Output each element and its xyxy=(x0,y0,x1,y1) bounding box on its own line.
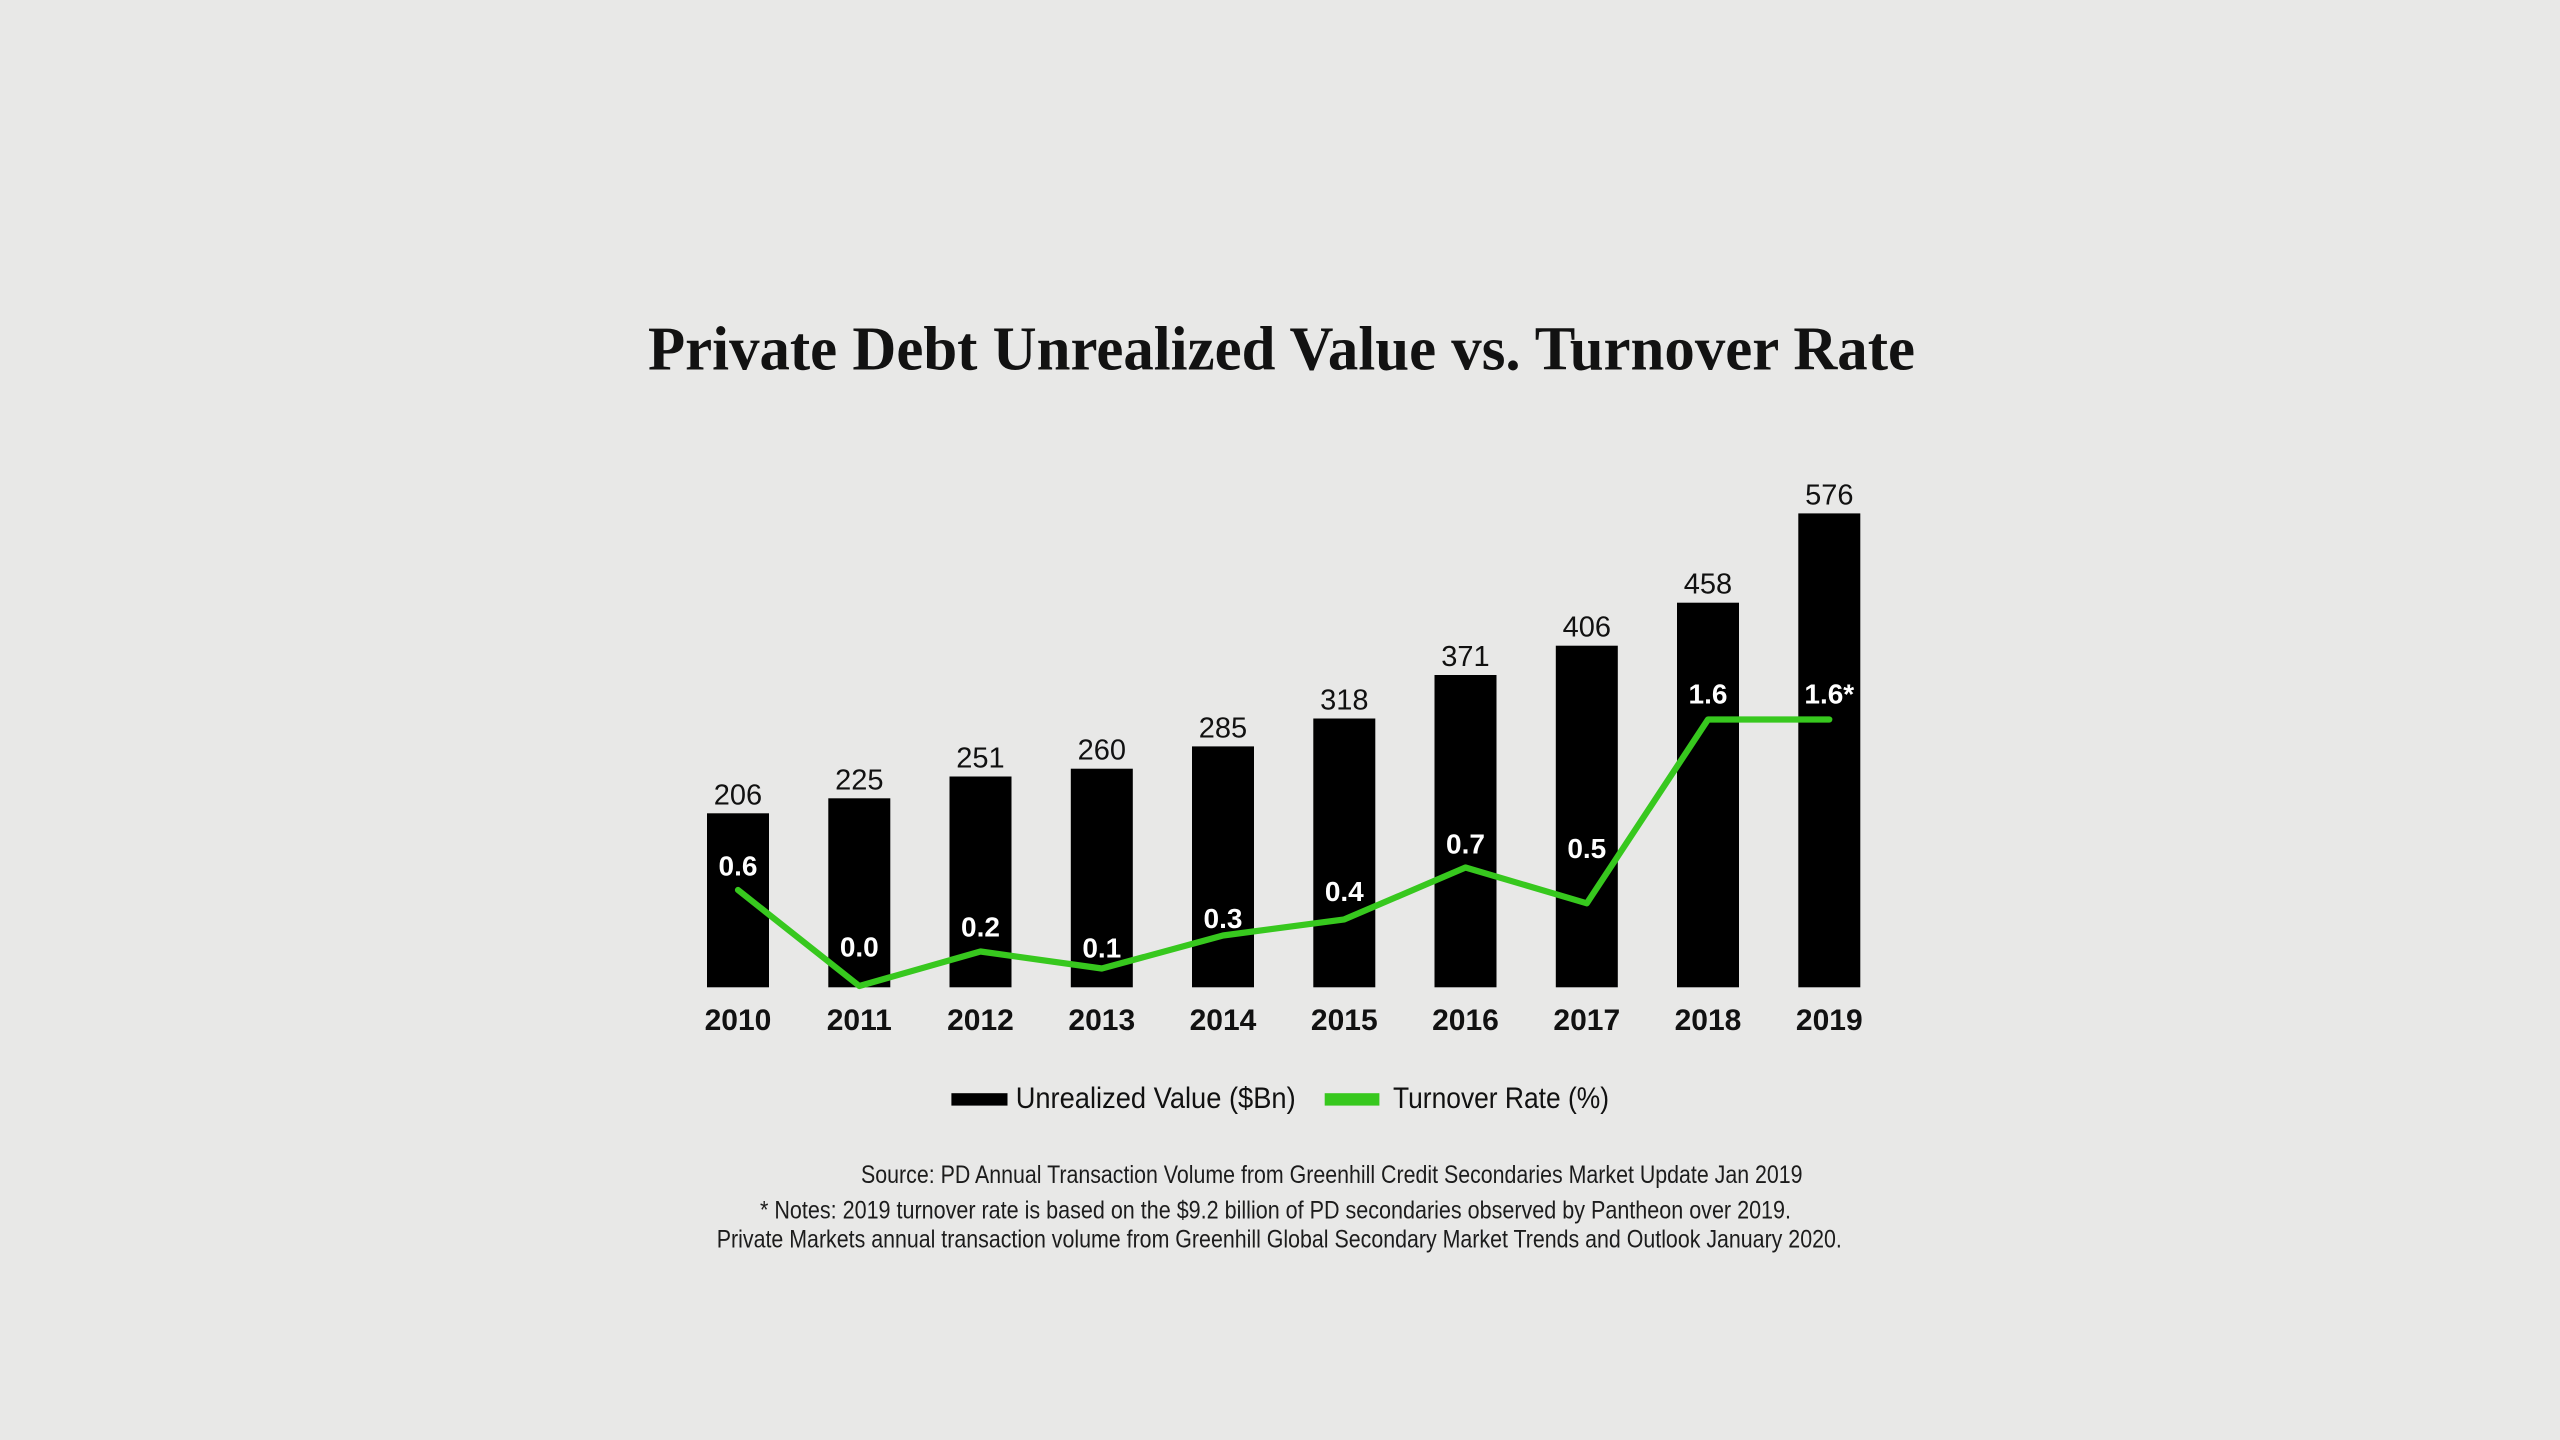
svg-text:2010: 2010 xyxy=(705,1004,772,1037)
svg-text:Private Markets annual transac: Private Markets annual transaction volum… xyxy=(717,1226,1842,1254)
svg-text:2011: 2011 xyxy=(827,1004,892,1037)
svg-text:2016: 2016 xyxy=(1432,1004,1499,1037)
svg-text:0.1: 0.1 xyxy=(1082,933,1121,964)
svg-text:0.6: 0.6 xyxy=(719,851,758,882)
svg-text:285: 285 xyxy=(1199,712,1247,744)
svg-text:2014: 2014 xyxy=(1190,1004,1257,1037)
svg-text:Turnover Rate (%): Turnover Rate (%) xyxy=(1393,1082,1609,1115)
svg-text:260: 260 xyxy=(1078,735,1126,767)
svg-text:2017: 2017 xyxy=(1553,1004,1620,1037)
svg-text:318: 318 xyxy=(1320,685,1368,717)
svg-text:2019: 2019 xyxy=(1796,1004,1863,1037)
svg-text:1.6*: 1.6* xyxy=(1804,679,1854,710)
svg-text:2015: 2015 xyxy=(1311,1004,1378,1037)
svg-text:0.3: 0.3 xyxy=(1204,903,1243,934)
svg-text:458: 458 xyxy=(1684,569,1732,601)
svg-text:0.2: 0.2 xyxy=(961,912,1000,943)
svg-text:0.4: 0.4 xyxy=(1325,876,1364,907)
svg-text:0.0: 0.0 xyxy=(840,931,879,962)
svg-text:251: 251 xyxy=(956,743,1004,775)
svg-text:Source: PD Annual Transaction: Source: PD Annual Transaction Volume fro… xyxy=(861,1161,1803,1189)
svg-text:576: 576 xyxy=(1805,479,1853,511)
svg-text:Unrealized Value ($Bn): Unrealized Value ($Bn) xyxy=(1016,1082,1296,1115)
svg-text:1.6: 1.6 xyxy=(1689,679,1728,710)
svg-text:206: 206 xyxy=(714,779,762,811)
svg-text:371: 371 xyxy=(1441,641,1489,673)
svg-text:2013: 2013 xyxy=(1068,1004,1135,1037)
svg-text:406: 406 xyxy=(1563,612,1611,644)
svg-text:2012: 2012 xyxy=(947,1004,1014,1037)
svg-text:Private Debt Unrealized Value: Private Debt Unrealized Value vs. Turnov… xyxy=(648,316,1915,384)
svg-text:* Notes: 2019 turnover rate is: * Notes: 2019 turnover rate is based on … xyxy=(760,1197,1791,1225)
svg-text:0.5: 0.5 xyxy=(1567,833,1606,864)
svg-text:225: 225 xyxy=(835,764,883,796)
svg-text:2018: 2018 xyxy=(1675,1004,1742,1037)
svg-text:0.7: 0.7 xyxy=(1446,828,1485,859)
